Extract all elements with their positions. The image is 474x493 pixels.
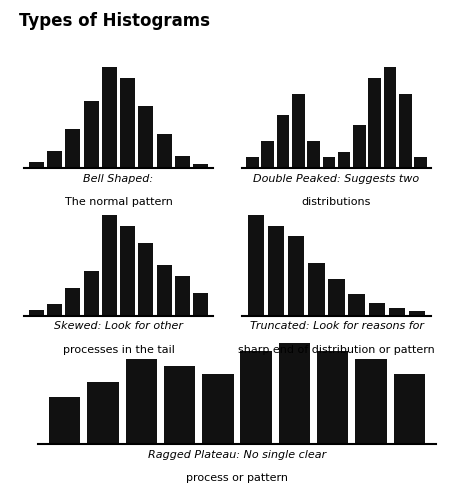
Bar bbox=[368, 78, 381, 168]
Bar bbox=[65, 287, 81, 316]
Bar bbox=[389, 308, 405, 316]
Bar bbox=[317, 351, 348, 444]
Bar bbox=[102, 215, 117, 316]
Bar bbox=[353, 125, 366, 168]
Bar bbox=[288, 236, 304, 316]
Text: Types of Histograms: Types of Histograms bbox=[19, 12, 210, 31]
Text: Truncated: Look for reasons for: Truncated: Look for reasons for bbox=[249, 321, 424, 331]
Bar bbox=[47, 304, 62, 316]
Bar bbox=[409, 311, 426, 316]
Bar bbox=[84, 271, 99, 316]
Text: distributions: distributions bbox=[302, 197, 371, 207]
Text: Skewed: Look for other: Skewed: Look for other bbox=[54, 321, 183, 331]
Bar bbox=[47, 151, 62, 168]
Text: sharp end of distribution or pattern: sharp end of distribution or pattern bbox=[238, 345, 435, 355]
Text: Double Peaked: Suggests two: Double Peaked: Suggests two bbox=[254, 174, 419, 183]
Bar bbox=[393, 374, 425, 444]
Bar bbox=[120, 78, 135, 168]
Bar bbox=[138, 106, 153, 168]
Bar bbox=[348, 294, 365, 316]
Bar bbox=[202, 374, 234, 444]
Text: Bell Shaped:: Bell Shaped: bbox=[83, 174, 154, 183]
Bar bbox=[164, 366, 195, 444]
Bar bbox=[65, 129, 81, 168]
Bar bbox=[87, 382, 118, 444]
Bar bbox=[29, 162, 44, 168]
Bar bbox=[240, 351, 272, 444]
Bar bbox=[384, 67, 396, 168]
Text: The normal pattern: The normal pattern bbox=[64, 197, 173, 207]
Bar bbox=[84, 101, 99, 168]
Bar bbox=[277, 115, 289, 168]
Bar bbox=[323, 157, 335, 168]
Bar bbox=[138, 243, 153, 316]
Bar bbox=[29, 310, 44, 316]
Bar bbox=[356, 359, 387, 444]
Bar bbox=[338, 152, 350, 168]
Bar bbox=[262, 141, 274, 168]
Bar bbox=[268, 226, 284, 316]
Bar bbox=[307, 141, 320, 168]
Text: Ragged Plateau: No single clear: Ragged Plateau: No single clear bbox=[148, 450, 326, 459]
Bar bbox=[247, 215, 264, 316]
Bar bbox=[328, 279, 345, 316]
Bar bbox=[369, 303, 385, 316]
Bar bbox=[193, 293, 208, 316]
Bar bbox=[175, 156, 190, 168]
Bar bbox=[246, 157, 259, 168]
Bar bbox=[308, 263, 325, 316]
Bar bbox=[156, 134, 172, 168]
Bar bbox=[399, 94, 411, 168]
Bar bbox=[102, 67, 117, 168]
Bar bbox=[49, 397, 81, 444]
Bar bbox=[156, 265, 172, 316]
Bar bbox=[279, 343, 310, 444]
Text: process or pattern: process or pattern bbox=[186, 473, 288, 483]
Bar bbox=[120, 226, 135, 316]
Bar bbox=[175, 277, 190, 316]
Bar bbox=[292, 94, 305, 168]
Text: processes in the tail: processes in the tail bbox=[63, 345, 174, 355]
Bar bbox=[193, 164, 208, 168]
Bar bbox=[126, 359, 157, 444]
Bar bbox=[414, 157, 427, 168]
